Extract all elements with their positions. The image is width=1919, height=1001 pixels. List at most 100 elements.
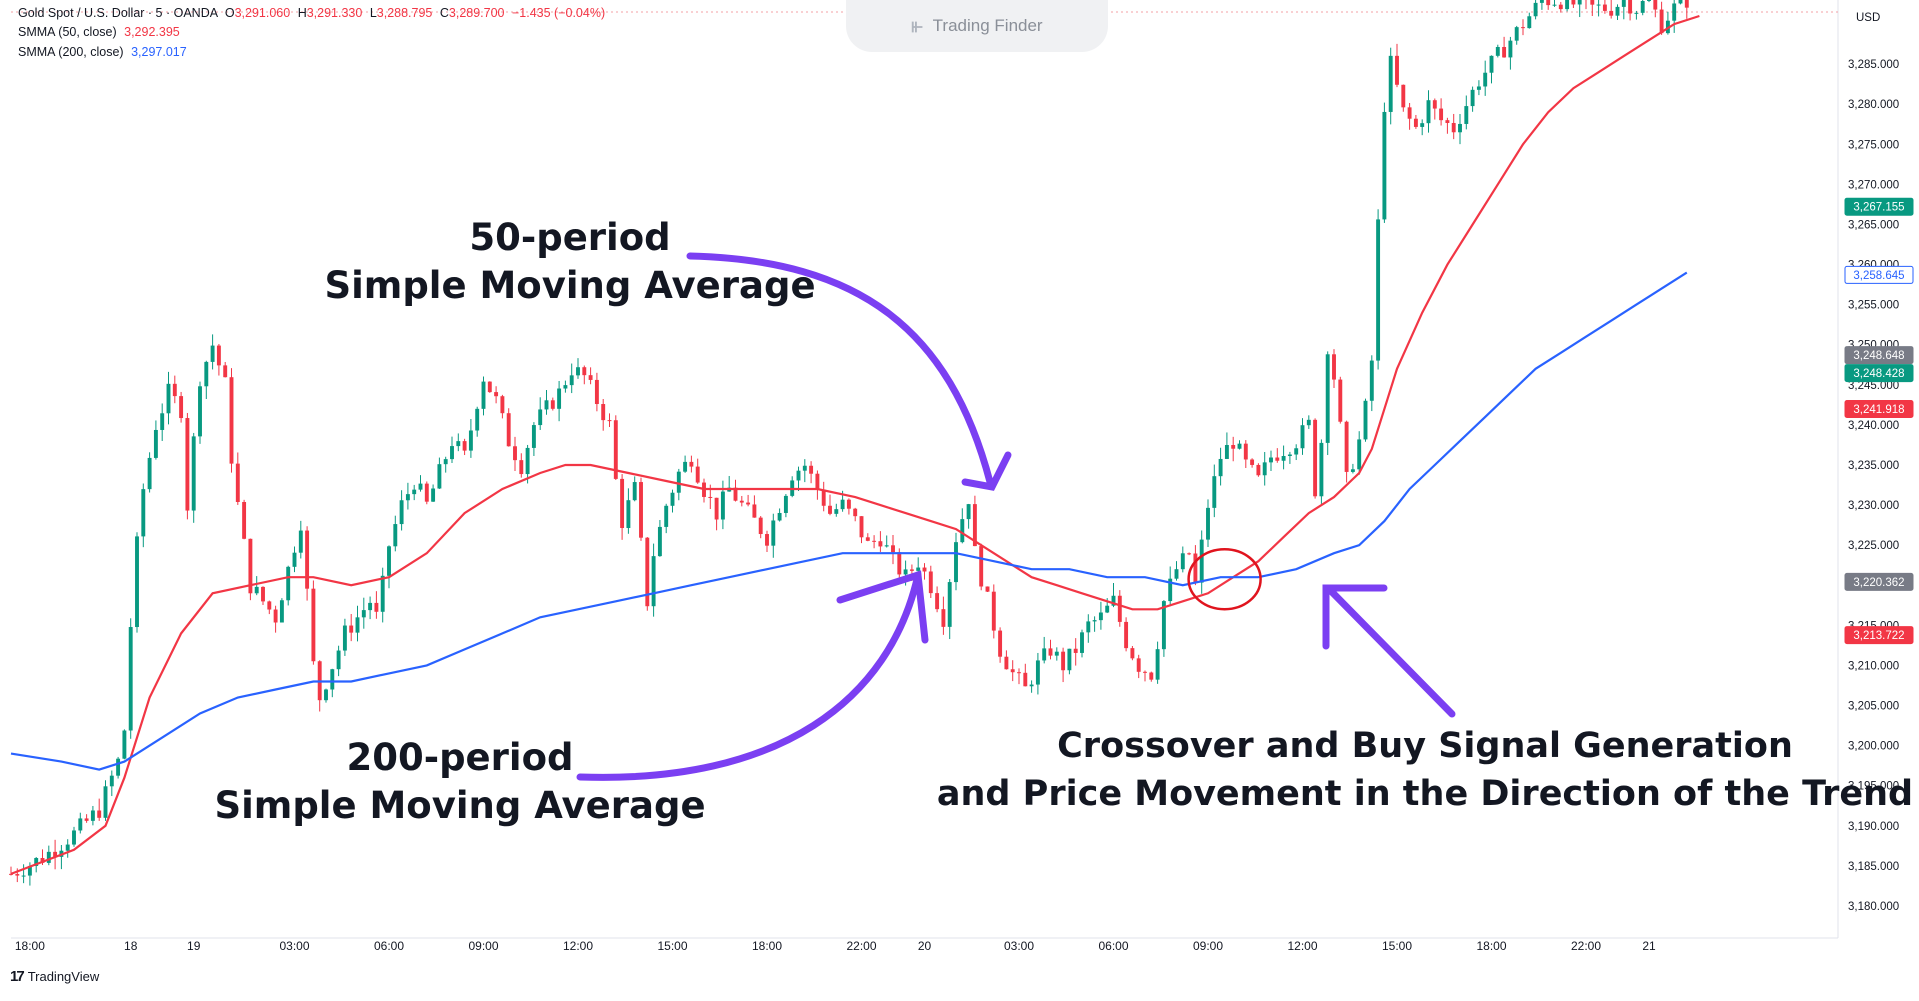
candle-body [1679,0,1683,3]
candle-body [141,489,145,536]
x-tick-label: 15:00 [657,939,687,953]
candle-body [1030,685,1034,687]
candle-body [1061,652,1065,671]
candle-body [519,460,523,474]
candle-body [1187,553,1191,554]
candle-body [1433,100,1437,108]
candle-body [1301,425,1305,448]
y-tick-label: 3,205.000 [1848,701,1899,713]
candle-body [1647,0,1651,1]
candle-body [860,516,864,537]
candle-body [834,509,838,514]
candle-body [797,471,801,481]
candle-body [935,593,939,609]
candle-body [494,392,498,396]
candle-body [878,541,882,546]
candle-body [1326,354,1330,443]
open-value: 3,291.060 [235,6,291,20]
y-tick-label: 3,275.000 [1848,139,1899,151]
candle-body [1445,120,1449,123]
price-label-text: 3,248.428 [1853,368,1904,380]
candle-body [1616,7,1620,16]
candle-body [1149,673,1153,680]
candle-body [948,582,952,627]
candle-body [1414,119,1418,127]
y-tick-label: 3,265.000 [1848,219,1899,231]
candle-body [1401,85,1405,108]
candle-body [230,377,234,463]
indicator-label: SMMA (50, close) [18,25,117,39]
candle-body [752,504,756,517]
candle-body [122,731,126,759]
candle-body [1571,0,1575,4]
candle-body [469,431,473,451]
candle-body [412,490,416,494]
close-label: C [440,6,449,20]
candle-body [1653,0,1657,10]
indicator-smma200[interactable]: SMMA (200, close) 3,297.017 [18,45,187,59]
candle-body [721,492,725,520]
candle-body [406,494,410,500]
candle-body [822,490,826,506]
candle-body [620,479,624,528]
x-tick-label: 15:00 [1382,939,1412,953]
candle-body [1395,56,1399,85]
candle-body [1256,465,1260,475]
high-label: H [298,6,307,20]
candle-body [1282,456,1286,461]
x-tick-label: 09:00 [1193,939,1223,953]
candle-body [1464,106,1468,124]
candle-body [1212,476,1216,508]
candle-body [1508,41,1512,58]
candle-body [1143,672,1147,673]
candle-body [1603,5,1607,11]
candle-body [374,603,378,612]
candle-body [526,448,530,474]
candle-body [1439,109,1443,121]
candle-body [1181,553,1185,569]
tradingview-logo[interactable]: 17 TradingView [10,968,99,985]
candle-body [1685,0,1689,8]
candle-body [1269,458,1273,463]
candle-body [1609,11,1613,16]
candle-body [22,876,26,877]
candle-body [1042,648,1046,660]
candle-body [1553,5,1557,6]
candle-body [72,830,76,844]
candle-body [1275,458,1279,461]
symbol-ohlc-line: Gold Spot / U.S. Dollar · 5 · OANDA O3,2… [18,6,605,20]
candle-body [1175,569,1179,579]
candle-body [236,464,240,502]
indicator-value: 3,297.017 [131,45,187,59]
candle-body [658,527,662,556]
annotation-text: Simple Moving Average [324,264,815,307]
candle-body [1093,620,1097,621]
indicator-smma50[interactable]: SMMA (50, close) 3,292.395 [18,25,180,39]
candle-body [1206,508,1210,540]
candle-body [1263,462,1267,475]
candle-body [78,818,82,830]
candle-body [66,845,70,851]
candle-body [765,534,769,546]
candle-body [431,489,435,502]
candle-body [677,472,681,493]
candle-body [809,466,813,474]
candle-body [280,600,284,622]
candle-body [664,506,668,527]
candle-body [1067,649,1071,670]
annotation-text: Simple Moving Average [214,784,705,827]
candle-body [576,367,580,375]
candle-body [1137,658,1141,671]
candle-body [891,545,895,552]
candle-body [116,759,120,776]
candle-body [362,610,366,617]
candle-body [267,601,271,609]
y-tick-label: 3,255.000 [1848,300,1899,312]
candle-body [1200,540,1204,583]
x-tick-label: 19 [187,939,201,953]
y-tick-label: 3,225.000 [1848,540,1899,552]
candle-body [1427,100,1431,123]
candle-body [185,418,189,511]
x-tick-label: 09:00 [468,939,498,953]
